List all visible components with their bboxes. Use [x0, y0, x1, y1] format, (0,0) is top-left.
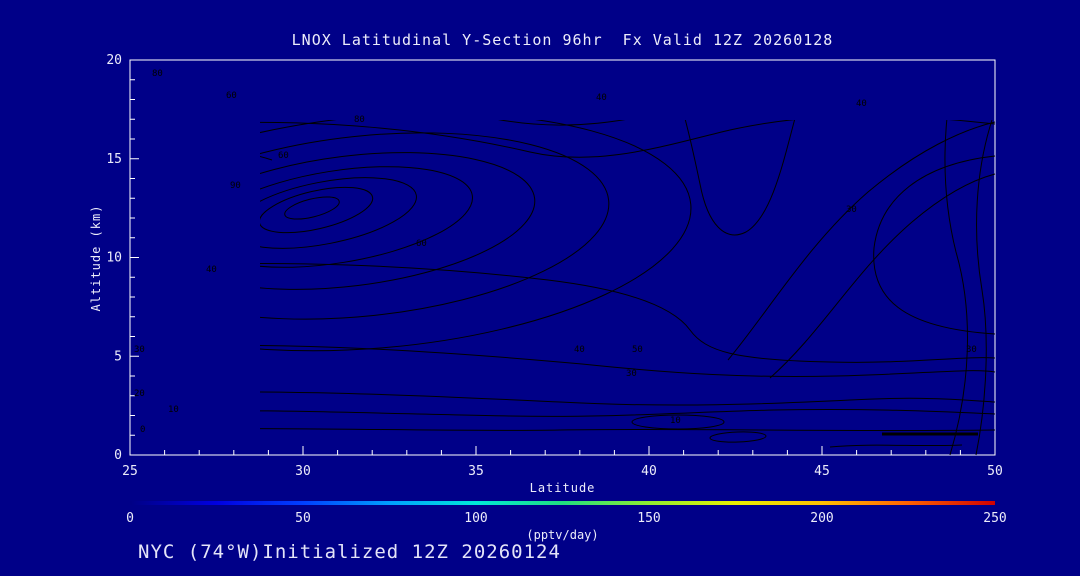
svg-text:30: 30	[846, 205, 857, 215]
svg-text:30: 30	[134, 345, 145, 355]
svg-text:0: 0	[114, 448, 122, 463]
svg-text:45: 45	[814, 464, 830, 479]
svg-text:50: 50	[632, 345, 643, 355]
svg-text:30: 30	[626, 369, 637, 379]
colorbar	[130, 501, 995, 505]
svg-text:10: 10	[168, 405, 179, 415]
svg-text:35: 35	[468, 464, 484, 479]
axis-ticks	[129, 59, 996, 456]
svg-text:30: 30	[966, 345, 977, 355]
colorbar-tick-label: 0	[126, 511, 134, 526]
svg-text:10: 10	[670, 416, 681, 426]
svg-text:60: 60	[226, 91, 237, 101]
svg-text:5: 5	[114, 349, 122, 364]
svg-text:80: 80	[152, 69, 163, 79]
chart-title: LNOX Latitudinal Y-Section 96hr Fx Valid…	[291, 31, 834, 49]
svg-text:60: 60	[278, 151, 289, 161]
contour-lines	[260, 120, 996, 456]
colorbar-tick-label: 150	[637, 511, 661, 526]
svg-text:25: 25	[122, 464, 138, 479]
run-info-text: NYC (74°W)Initialized 12Z 20260124	[138, 541, 561, 563]
colorbar-tick-label: 200	[810, 511, 834, 526]
svg-text:0: 0	[140, 425, 145, 435]
svg-text:40: 40	[206, 265, 217, 275]
svg-text:60: 60	[416, 239, 427, 249]
svg-text:15: 15	[106, 152, 122, 167]
svg-text:40: 40	[574, 345, 585, 355]
svg-text:90: 90	[230, 181, 241, 191]
tick-labels: 25 30 35 40 45 50 0 5 10 15 20	[106, 53, 1002, 479]
svg-text:80: 80	[354, 115, 365, 125]
svg-text:20: 20	[106, 53, 122, 68]
svg-text:40: 40	[596, 93, 607, 103]
contour-value-labels: 80 60 80 60 90 60 40 40 30 40 30 40 50 30 20 10 10 0 30	[134, 69, 977, 435]
svg-text:50: 50	[987, 464, 1003, 479]
colorbar-tick-label: 100	[464, 511, 488, 526]
x-axis-label: Latitude	[529, 481, 596, 495]
colorbar-tick-labels: 0 50 100 150 200 250	[0, 511, 1080, 529]
plot-box	[129, 59, 996, 456]
svg-text:10: 10	[106, 251, 122, 266]
colorbar-units-label: (pptv/day)	[526, 528, 599, 542]
svg-text:40: 40	[856, 99, 867, 109]
svg-text:20: 20	[134, 389, 145, 399]
colorbar-tick-label: 50	[295, 511, 311, 526]
svg-text:30: 30	[295, 464, 311, 479]
svg-text:40: 40	[641, 464, 657, 479]
colorbar-tick-label: 250	[983, 511, 1007, 526]
